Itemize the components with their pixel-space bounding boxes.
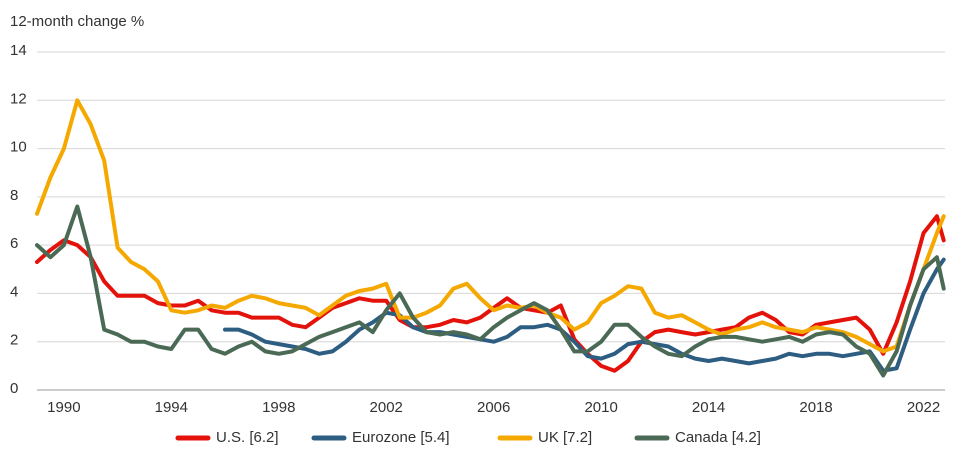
legend-label: Canada [4.2] (675, 429, 761, 446)
y-tick-label: 0 (10, 380, 18, 397)
y-tick-label: 6 (10, 235, 18, 252)
y-tick-label: 10 (10, 139, 27, 156)
x-tick-label: 1990 (47, 399, 80, 416)
x-tick-label: 2022 (907, 399, 940, 416)
y-tick-label: 8 (10, 187, 18, 204)
legend-label: Eurozone [5.4] (352, 429, 450, 446)
series-line (35, 98, 946, 354)
x-tick-label: 2014 (692, 399, 725, 416)
legend-label: U.S. [6.2] (216, 429, 279, 446)
series-line (223, 257, 946, 373)
x-tick-label: 2018 (799, 399, 832, 416)
y-tick-label: 4 (10, 283, 18, 300)
x-tick-label: 2006 (477, 399, 510, 416)
y-axis-label: 12-month change % (10, 13, 144, 30)
series-line (35, 204, 946, 378)
y-tick-label: 14 (10, 42, 27, 59)
y-tick-label: 12 (10, 90, 27, 107)
x-tick-label: 1998 (262, 399, 295, 416)
x-tick-label: 2002 (370, 399, 403, 416)
x-tick-label: 1994 (155, 399, 188, 416)
y-tick-label: 2 (10, 332, 18, 349)
x-tick-label: 2010 (584, 399, 617, 416)
legend-label: UK [7.2] (538, 429, 592, 446)
